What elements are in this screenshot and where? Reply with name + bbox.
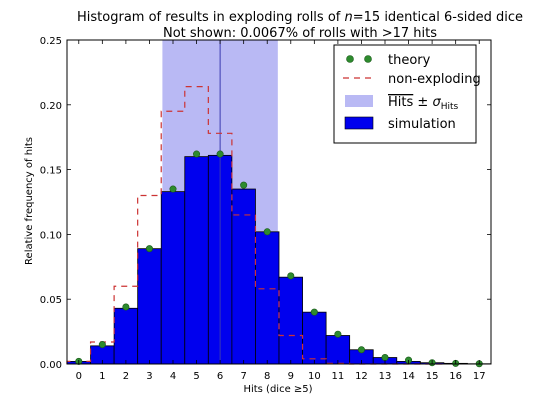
simulation-bar-8 [255, 231, 280, 365]
x-tick-label-12: 12 [355, 371, 368, 382]
simulation-bar-10 [302, 311, 327, 365]
legend-theory-label: theory [388, 53, 431, 68]
legend-non-exploding-label: non-exploding [388, 72, 481, 87]
theory-point-9 [287, 272, 295, 280]
y-tick-label-3: 0.15 [40, 166, 62, 177]
theory-point-5 [193, 150, 201, 158]
x-tick-label-16: 16 [449, 371, 462, 382]
x-tick-label-17: 17 [473, 371, 486, 382]
simulation-bar-11 [325, 335, 351, 365]
x-tick-label-11: 11 [332, 371, 345, 382]
theory-point-8 [263, 228, 271, 236]
x-tick-label-2: 2 [123, 371, 129, 382]
simulation-bar-3 [137, 248, 162, 365]
plot-frame [66, 39, 492, 365]
y-tick-label-4: 0.20 [40, 101, 62, 112]
simulation-bar-2 [113, 307, 139, 365]
x-tick-label-5: 5 [193, 371, 199, 382]
legend-simulation-label: simulation [388, 117, 456, 132]
theory-point-10 [310, 308, 318, 316]
x-tick-label-9: 9 [288, 371, 294, 382]
non-exploding-step-line [66, 86, 444, 365]
theory-point-13 [381, 354, 389, 362]
x-tick-label-6: 6 [217, 371, 223, 382]
y-tick-label-2: 0.10 [40, 230, 62, 241]
chart-title-line1: Histogram of results in exploding rolls … [77, 10, 523, 25]
x-tick-label-15: 15 [426, 371, 439, 382]
legend: theory non-exploding Hits ± σHits simula… [333, 44, 481, 144]
y-axis-label: Relative frequency of hits [24, 137, 35, 265]
x-tick-label-14: 14 [402, 371, 415, 382]
legend-simulation-swatch [344, 116, 374, 130]
y-tick-label-0: 0.00 [40, 360, 62, 371]
legend-band-swatch [345, 95, 373, 107]
simulation-bar-5 [184, 156, 209, 365]
x-tick-label-0: 0 [76, 371, 82, 382]
x-tick-label-13: 13 [379, 371, 392, 382]
theory-point-1 [98, 341, 106, 349]
simulation-bar-4 [160, 191, 186, 365]
theory-point-4 [169, 185, 177, 193]
theory-point-6 [216, 150, 224, 158]
x-axis-label: Hits (dice ≥5) [243, 384, 312, 395]
x-tick-label-7: 7 [240, 371, 246, 382]
theory-point-3 [145, 245, 153, 253]
theory-point-2 [122, 303, 130, 311]
y-tick-label-1: 0.05 [40, 295, 62, 306]
simulation-bar-9 [278, 276, 303, 365]
theory-point-7 [240, 181, 248, 189]
legend-theory-marker-2 [364, 55, 372, 63]
x-tick-label-3: 3 [146, 371, 152, 382]
legend-theory-marker-1 [346, 55, 354, 63]
y-tick-label-5: 0.25 [40, 36, 62, 47]
x-tick-label-8: 8 [264, 371, 270, 382]
x-tick-label-4: 4 [170, 371, 176, 382]
x-tick-label-10: 10 [308, 371, 321, 382]
theory-point-12 [357, 346, 365, 354]
x-tick-label-1: 1 [99, 371, 105, 382]
theory-point-11 [334, 330, 342, 338]
plot-area: 0 1 2 3 4 5 6 7 8 9 10 11 12 13 14 15 16 170.000.050.100.… [40, 36, 492, 382]
chart-title-line2: Not shown: 0.0067% of rolls with >17 hit… [163, 26, 437, 41]
